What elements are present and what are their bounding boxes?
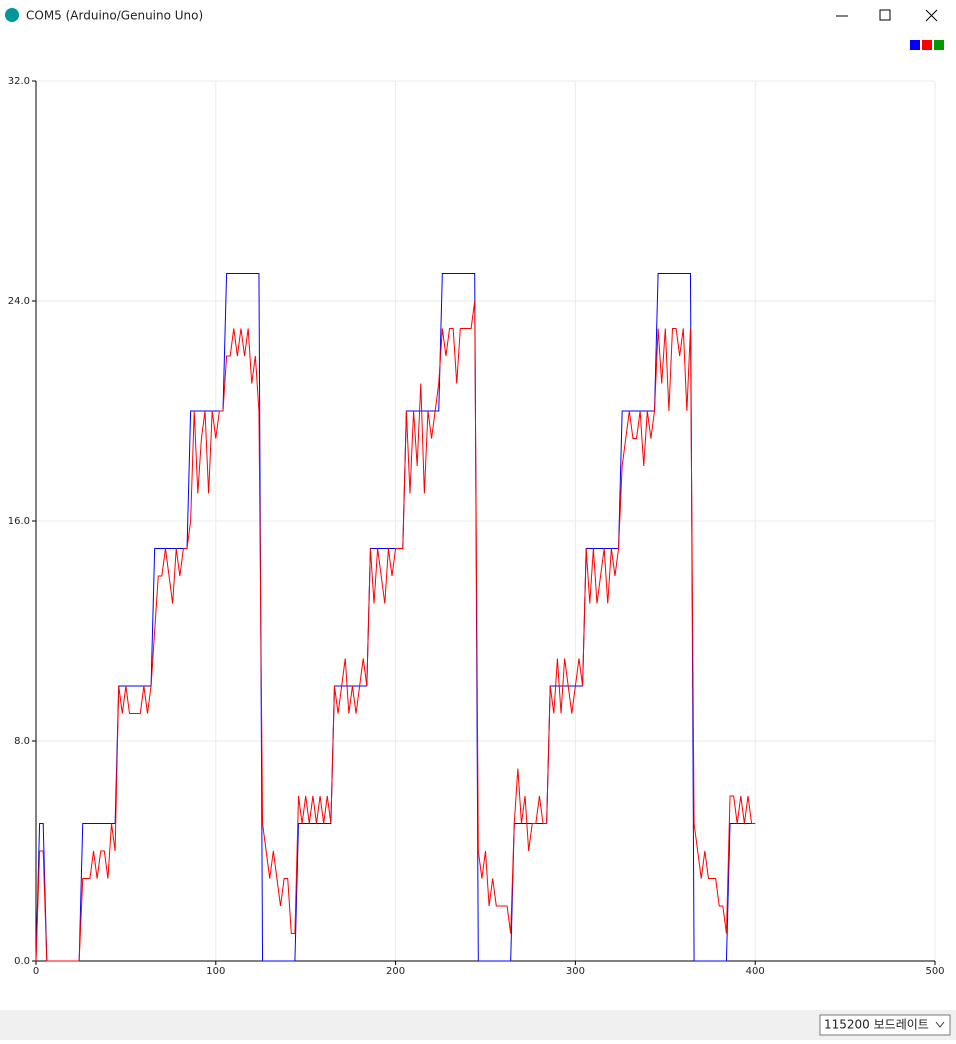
app-icon [5,8,19,22]
baud-dropdown[interactable] [819,1014,951,1036]
baud-label: 115200 보드레이트 [824,1018,929,1032]
window-title: COM5 (Arduino/Genuino Uno) [26,9,203,23]
maximize-button[interactable] [879,9,891,21]
legend-swatch [922,40,932,50]
y-tick-label: 16.0 [8,516,30,527]
y-tick-label: 0.0 [14,956,30,967]
y-tick-label: 32.0 [8,76,30,87]
x-tick-label: 300 [566,966,585,977]
legend-swatch [910,40,920,50]
title-bar [0,0,956,32]
dropdown-arrow [935,1021,945,1028]
y-tick-label: 24.0 [8,296,30,307]
x-tick-label: 500 [925,966,944,977]
x-tick-label: 0 [33,966,39,977]
plot: 0.0 8.0 16.0 24.0 32.0 0 100 200 300 400 500 [8,40,945,977]
x-tick-label: 200 [386,966,405,977]
series-line [35,300,756,962]
status-bar [0,1010,956,1040]
close-button[interactable] [925,9,938,22]
legend-swatch [934,40,944,50]
x-tick-label: 400 [746,966,765,977]
y-tick-label: 8.0 [14,736,30,747]
x-tick-label: 100 [206,966,225,977]
